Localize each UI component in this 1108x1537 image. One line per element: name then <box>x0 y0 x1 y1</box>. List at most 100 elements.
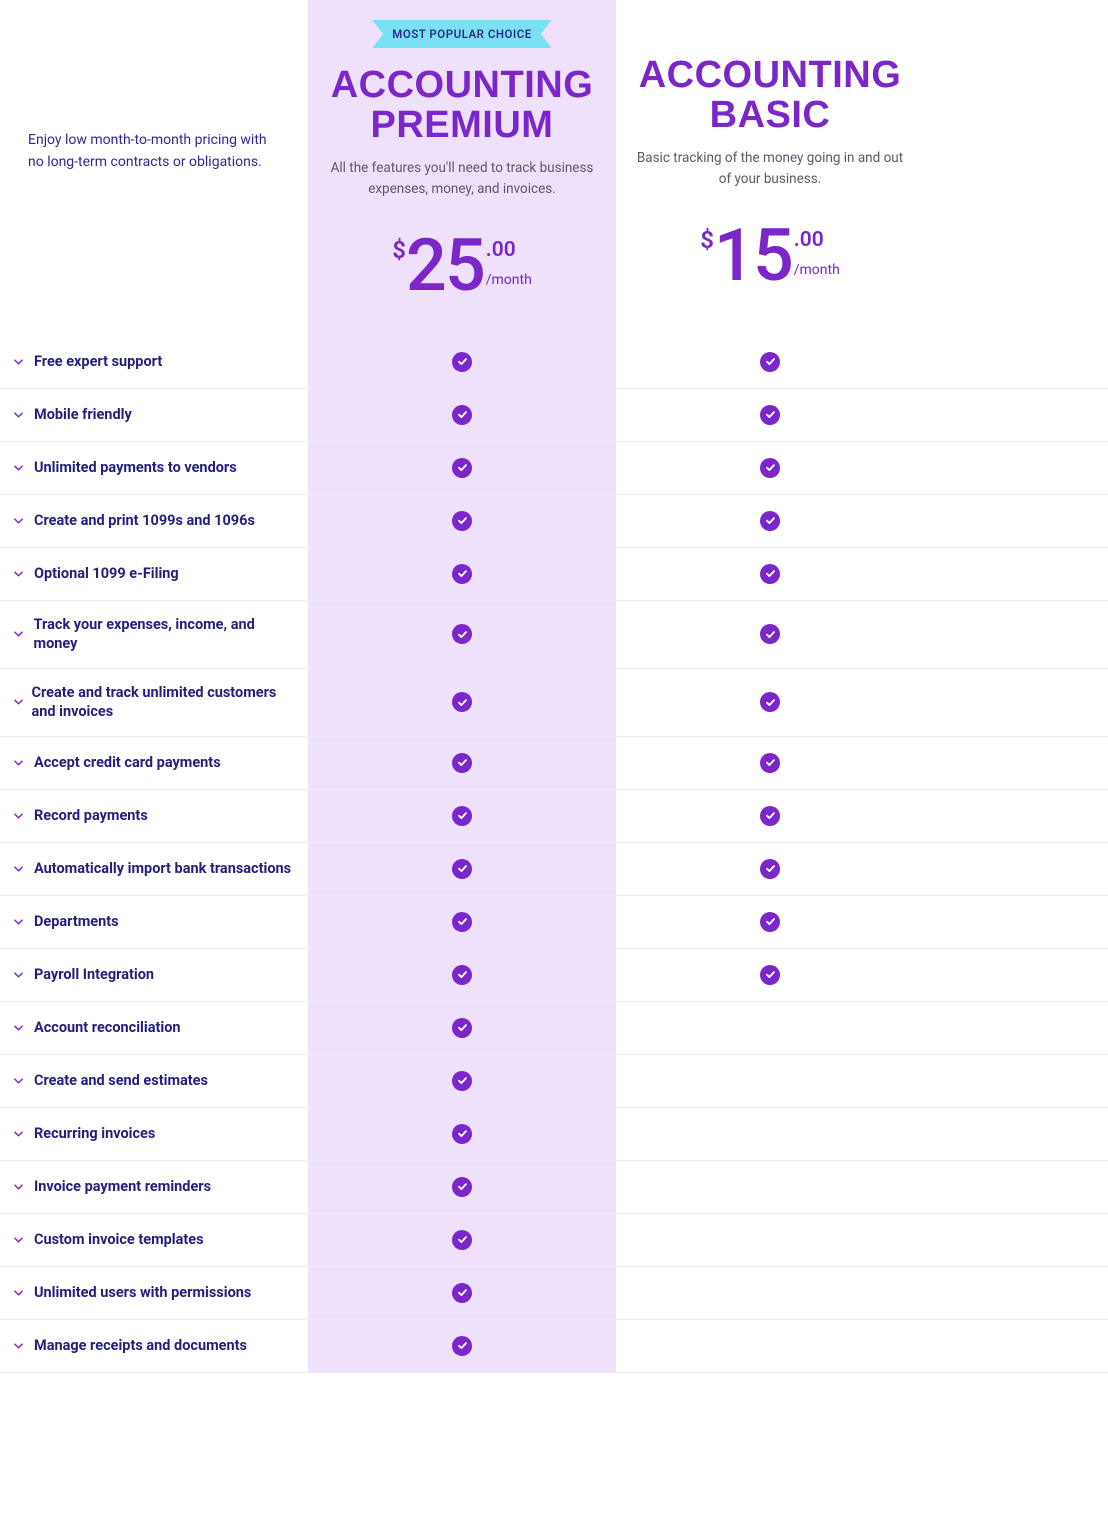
feature-cell-premium <box>308 495 616 547</box>
feature-expand-toggle[interactable]: Mobile friendly <box>0 391 308 439</box>
check-icon <box>452 912 472 932</box>
plan-price-premium: $ 25 .00 /month <box>392 230 532 302</box>
feature-row: Accept credit card payments <box>0 737 1108 790</box>
check-icon <box>452 1230 472 1250</box>
chevron-down-icon <box>14 359 26 365</box>
feature-label: Unlimited payments to vendors <box>34 458 237 478</box>
feature-cell-premium <box>308 790 616 842</box>
feature-cell-premium <box>308 669 616 736</box>
chevron-down-icon <box>14 760 26 766</box>
feature-cell-premium <box>308 1214 616 1266</box>
price-currency: $ <box>392 236 406 264</box>
check-icon <box>452 692 472 712</box>
check-icon <box>452 405 472 425</box>
chevron-down-icon <box>14 1343 26 1349</box>
feature-expand-toggle[interactable]: Record payments <box>0 792 308 840</box>
feature-row: Unlimited payments to vendors <box>0 442 1108 495</box>
feature-row: Create and track unlimited customers and… <box>0 669 1108 737</box>
feature-expand-toggle[interactable]: Payroll Integration <box>0 951 308 999</box>
price-main: 15 <box>714 220 792 292</box>
feature-label: Payroll Integration <box>34 965 154 985</box>
feature-cell-premium <box>308 389 616 441</box>
feature-label: Track your expenses, income, and money <box>34 615 292 654</box>
feature-row: Create and send estimates <box>0 1055 1108 1108</box>
chevron-down-icon <box>14 866 26 872</box>
feature-expand-toggle[interactable]: Create and send estimates <box>0 1057 308 1105</box>
feature-label: Record payments <box>34 806 148 826</box>
check-icon <box>760 458 780 478</box>
feature-expand-toggle[interactable]: Manage receipts and documents <box>0 1322 308 1370</box>
feature-cell-basic <box>616 1214 924 1266</box>
feature-cell-basic <box>616 442 924 494</box>
feature-cell-premium <box>308 601 616 668</box>
feature-expand-toggle[interactable]: Recurring invoices <box>0 1110 308 1158</box>
price-currency: $ <box>700 226 714 254</box>
check-icon <box>452 1124 472 1144</box>
feature-cell-basic <box>616 336 924 388</box>
check-icon <box>452 352 472 372</box>
check-icon <box>452 859 472 879</box>
feature-expand-toggle[interactable]: Free expert support <box>0 338 308 386</box>
feature-cell-premium <box>308 1267 616 1319</box>
feature-row: Custom invoice templates <box>0 1214 1108 1267</box>
feature-cell-basic <box>616 1267 924 1319</box>
chevron-down-icon <box>14 465 26 471</box>
feature-cell-basic <box>616 548 924 600</box>
price-cents: .00 <box>486 238 516 262</box>
feature-row: Record payments <box>0 790 1108 843</box>
feature-expand-toggle[interactable]: Invoice payment reminders <box>0 1163 308 1211</box>
plan-header-basic: ACCOUNTING BASIC Basic tracking of the m… <box>616 0 924 336</box>
feature-cell-basic <box>616 1320 924 1372</box>
chevron-down-icon <box>14 412 26 418</box>
feature-expand-toggle[interactable]: Accept credit card payments <box>0 739 308 787</box>
plan-header-premium: MOST POPULAR CHOICE ACCOUNTING PREMIUM A… <box>308 0 616 336</box>
feature-row: Optional 1099 e-Filing <box>0 548 1108 601</box>
check-icon <box>452 511 472 531</box>
feature-expand-toggle[interactable]: Departments <box>0 898 308 946</box>
feature-cell-premium <box>308 548 616 600</box>
feature-label: Invoice payment reminders <box>34 1177 211 1197</box>
check-icon <box>452 1177 472 1197</box>
feature-label: Create and track unlimited customers and… <box>31 683 292 722</box>
feature-expand-toggle[interactable]: Account reconciliation <box>0 1004 308 1052</box>
feature-cell-basic <box>616 737 924 789</box>
feature-label: Automatically import bank transactions <box>34 859 291 879</box>
chevron-down-icon <box>14 571 26 577</box>
check-icon <box>760 692 780 712</box>
chevron-down-icon <box>14 1078 26 1084</box>
feature-row: Unlimited users with permissions <box>0 1267 1108 1320</box>
check-icon <box>760 859 780 879</box>
feature-row: Payroll Integration <box>0 949 1108 1002</box>
feature-row: Recurring invoices <box>0 1108 1108 1161</box>
check-icon <box>760 511 780 531</box>
feature-expand-toggle[interactable]: Custom invoice templates <box>0 1216 308 1264</box>
feature-cell-basic <box>616 949 924 1001</box>
feature-cell-premium <box>308 1055 616 1107</box>
feature-expand-toggle[interactable]: Optional 1099 e-Filing <box>0 550 308 598</box>
feature-cell-premium <box>308 1002 616 1054</box>
feature-cell-basic <box>616 1055 924 1107</box>
plan-desc-premium: All the features you'll need to track bu… <box>320 158 604 200</box>
check-icon <box>452 624 472 644</box>
feature-expand-toggle[interactable]: Create and print 1099s and 1096s <box>0 497 308 545</box>
feature-cell-premium <box>308 949 616 1001</box>
check-icon <box>452 458 472 478</box>
feature-row: Account reconciliation <box>0 1002 1108 1055</box>
check-icon <box>760 352 780 372</box>
feature-label: Free expert support <box>34 352 162 372</box>
feature-expand-toggle[interactable]: Create and track unlimited customers and… <box>0 669 308 736</box>
chevron-down-icon <box>14 1184 26 1190</box>
feature-expand-toggle[interactable]: Unlimited users with permissions <box>0 1269 308 1317</box>
price-period: /month <box>794 262 840 278</box>
feature-label: Account reconciliation <box>34 1018 181 1038</box>
price-cents: .00 <box>794 228 824 252</box>
check-icon <box>452 1018 472 1038</box>
check-icon <box>760 405 780 425</box>
feature-expand-toggle[interactable]: Automatically import bank transactions <box>0 845 308 893</box>
chevron-down-icon <box>14 1237 26 1243</box>
plan-title-basic: ACCOUNTING BASIC <box>628 56 912 136</box>
feature-expand-toggle[interactable]: Track your expenses, income, and money <box>0 601 308 668</box>
feature-label: Mobile friendly <box>34 405 132 425</box>
feature-expand-toggle[interactable]: Unlimited payments to vendors <box>0 444 308 492</box>
feature-cell-basic <box>616 495 924 547</box>
